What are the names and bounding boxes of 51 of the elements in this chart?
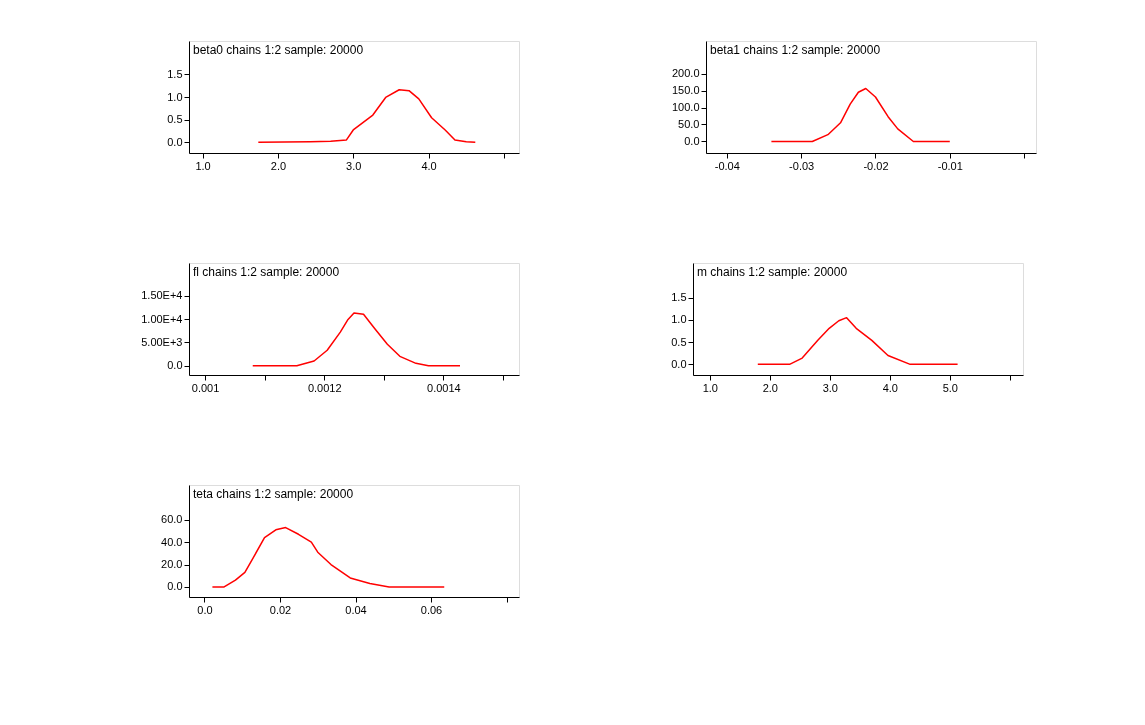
- x-tick-label: 1.0: [702, 381, 718, 394]
- y-tick-label: 0.0: [167, 580, 183, 593]
- x-tick-label: 4.0: [421, 159, 437, 172]
- x-tick-label: -0.04: [714, 159, 740, 172]
- y-tick-label: 200.0: [671, 67, 700, 80]
- line-series: [257, 89, 477, 143]
- x-tick-label: 5.0: [942, 381, 958, 394]
- y-tick-label: 1.5: [167, 67, 183, 80]
- y-tick-label: 150.0: [671, 84, 700, 97]
- line-series: [757, 316, 959, 366]
- x-tick-label: 1.0: [195, 159, 211, 172]
- y-tick-label: 0.5: [167, 113, 183, 126]
- y-tick-label: 0.5: [671, 335, 687, 348]
- y-tick-label: 60.0: [161, 513, 183, 526]
- x-tick-label: 0.0012: [307, 381, 342, 394]
- x-tick-label: -0.02: [863, 159, 889, 172]
- y-tick-label: 40.0: [161, 535, 183, 548]
- x-tick-label: 2.0: [270, 159, 287, 172]
- y-tick-label: 20.0: [161, 558, 183, 571]
- y-tick-label: 1.0: [671, 313, 687, 326]
- x-tick-label: 0.0: [197, 603, 213, 616]
- x-tick-label: 2.0: [762, 381, 778, 394]
- y-tick-label: 1.0: [167, 90, 183, 103]
- y-tick-label: 1.5: [671, 291, 687, 304]
- x-tick-label: 4.0: [882, 381, 898, 394]
- x-tick-label: 0.02: [269, 603, 292, 616]
- chart-title: beta0 chains 1:2 sample: 20000: [193, 43, 364, 57]
- y-tick-label: 0.0: [167, 135, 183, 148]
- x-tick-label: 0.06: [420, 603, 443, 616]
- x-tick-label: 3.0: [822, 381, 838, 394]
- chart-title: m chains 1:2 sample: 20000: [697, 265, 848, 279]
- chart-title: teta chains 1:2 sample: 20000: [193, 487, 354, 501]
- line-series: [251, 312, 461, 367]
- line-series: [770, 87, 951, 143]
- line-series: [211, 526, 445, 588]
- chart-title: fl chains 1:2 sample: 20000: [193, 265, 340, 279]
- y-tick-label: 100.0: [671, 101, 700, 114]
- y-tick-label: 0.0: [671, 357, 687, 370]
- y-tick-label: 1.00E+4: [141, 312, 183, 325]
- y-tick-label: 5.00E+3: [141, 335, 183, 348]
- y-tick-label: 0.0: [684, 134, 700, 147]
- x-tick-label: 0.0014: [427, 381, 461, 394]
- chart-title: beta1 chains 1:2 sample: 20000: [710, 43, 881, 57]
- y-tick-label: 50.0: [678, 117, 700, 130]
- x-tick-label: 0.04: [345, 603, 367, 616]
- y-tick-label: 1.50E+4: [141, 289, 183, 302]
- x-tick-label: 3.0: [346, 159, 362, 172]
- x-tick-label: -0.03: [789, 159, 815, 172]
- x-tick-label: -0.01: [937, 159, 963, 172]
- x-tick-label: 0.001: [191, 381, 220, 394]
- y-tick-label: 0.0: [167, 359, 183, 372]
